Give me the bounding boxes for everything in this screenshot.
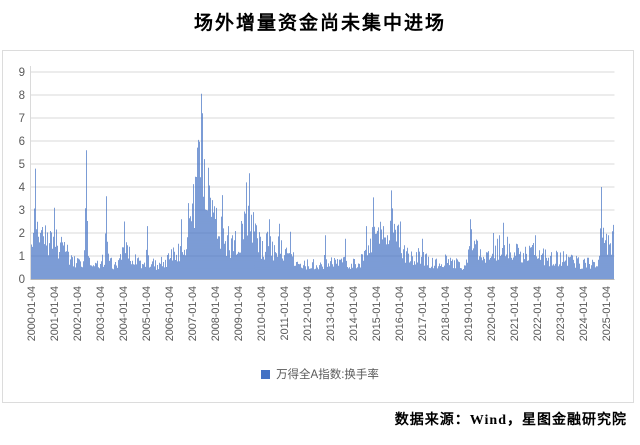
svg-text:2: 2: [19, 228, 25, 240]
y-axis-tick-labels: 0 1 2 3 4 5 6 7 8 9: [19, 67, 26, 286]
svg-text:2000-01-04: 2000-01-04: [26, 286, 38, 341]
svg-text:4: 4: [19, 182, 26, 194]
svg-text:9: 9: [19, 67, 25, 79]
legend: 万得全A指数:换手率: [0, 366, 640, 382]
svg-text:6: 6: [19, 136, 25, 148]
svg-text:8: 8: [19, 90, 25, 102]
svg-text:2018-01-04: 2018-01-04: [440, 286, 452, 341]
svg-text:2022-01-04: 2022-01-04: [532, 286, 544, 341]
turnover-bars-series: [31, 93, 614, 279]
svg-text:2013-01-04: 2013-01-04: [325, 286, 337, 341]
axis-lines: [30, 66, 615, 280]
svg-text:2011-01-04: 2011-01-04: [279, 286, 291, 340]
svg-text:2016-01-04: 2016-01-04: [394, 286, 406, 341]
svg-text:2006-01-04: 2006-01-04: [164, 286, 176, 341]
svg-text:2005-01-04: 2005-01-04: [141, 286, 153, 341]
svg-text:2021-01-04: 2021-01-04: [509, 286, 521, 341]
svg-text:3: 3: [19, 205, 25, 217]
svg-text:2010-01-04: 2010-01-04: [256, 286, 268, 341]
data-source-note: 数据来源：Wind，星图金融研究院: [394, 413, 627, 428]
svg-text:2014-01-04: 2014-01-04: [348, 286, 360, 341]
svg-text:2017-01-04: 2017-01-04: [417, 286, 429, 341]
svg-text:2008-01-04: 2008-01-04: [210, 286, 222, 341]
x-axis-tick-labels: 2000-01-04 2001-01-04 2002-01-04 2003-01-04…: [26, 286, 613, 341]
svg-text:2023-01-04: 2023-01-04: [555, 286, 567, 341]
svg-text:2003-01-04: 2003-01-04: [95, 286, 107, 341]
y-gridlines: [30, 71, 615, 257]
svg-text:2007-01-04: 2007-01-04: [187, 286, 199, 341]
svg-text:2024-01-04: 2024-01-04: [578, 286, 590, 341]
chart-title: 场外增量资金尚未集中进场: [193, 13, 446, 34]
svg-text:1: 1: [19, 251, 25, 263]
svg-text:7: 7: [19, 113, 25, 125]
svg-text:2025-01-04: 2025-01-04: [601, 286, 613, 341]
svg-text:2004-01-04: 2004-01-04: [118, 286, 130, 341]
svg-text:5: 5: [19, 159, 25, 171]
svg-text:2020-01-04: 2020-01-04: [486, 286, 498, 341]
svg-text:2002-01-04: 2002-01-04: [72, 286, 84, 341]
svg-text:2015-01-04: 2015-01-04: [371, 286, 383, 341]
svg-text:2019-01-04: 2019-01-04: [463, 286, 475, 341]
legend-label: 万得全A指数:换手率: [276, 369, 379, 381]
legend-marker-icon: [261, 370, 271, 379]
svg-text:2009-01-04: 2009-01-04: [233, 286, 245, 341]
svg-text:2012-01-04: 2012-01-04: [302, 286, 314, 341]
svg-text:2001-01-04: 2001-01-04: [49, 286, 61, 341]
svg-text:0: 0: [19, 274, 25, 286]
